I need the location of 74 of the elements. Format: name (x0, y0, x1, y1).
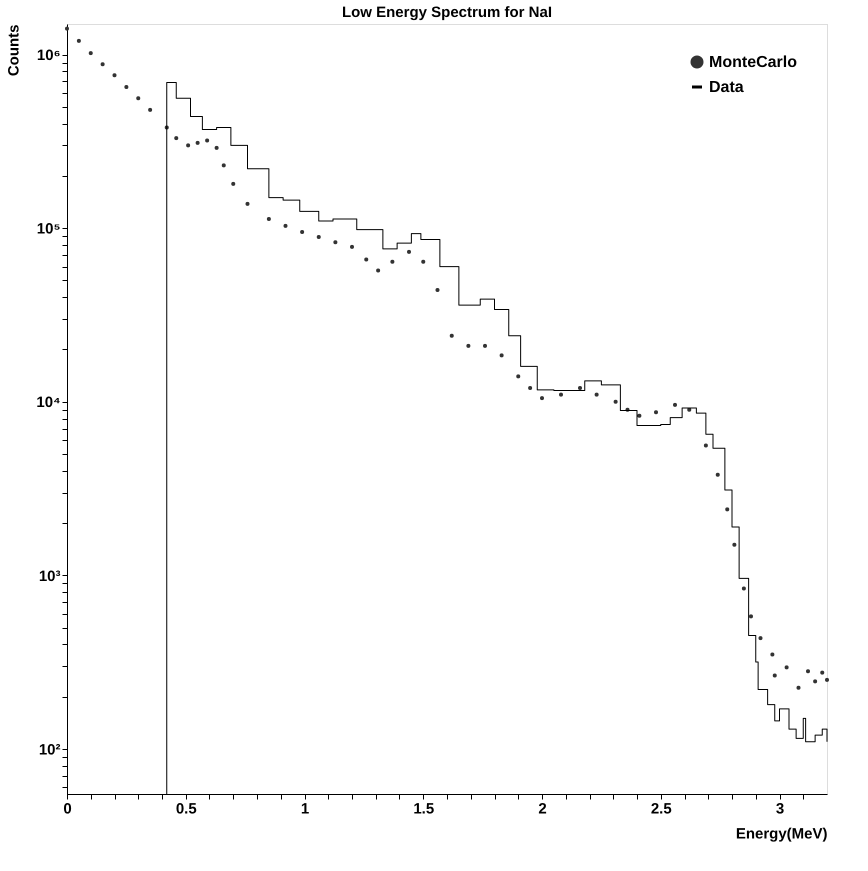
point (516, 374, 520, 378)
x-tick-label: 2.5 (650, 800, 672, 818)
point (214, 146, 219, 150)
point (148, 108, 152, 112)
point (246, 202, 250, 206)
point (758, 636, 762, 640)
point (466, 344, 470, 348)
point (76, 38, 81, 43)
point (784, 665, 789, 670)
x-tick-label: 1.5 (413, 800, 434, 818)
point (284, 224, 288, 228)
point (390, 260, 394, 264)
point (124, 85, 128, 90)
point (376, 268, 380, 273)
point (806, 669, 810, 674)
point (825, 678, 829, 682)
x-tick-label: 3 (776, 800, 784, 818)
point (136, 96, 140, 100)
y-tick-label: 10⁴ (36, 394, 60, 412)
point (112, 73, 116, 78)
point (820, 670, 824, 675)
y-axis-title: Counts (5, 24, 22, 76)
point (65, 26, 69, 31)
point (559, 392, 563, 397)
point (770, 652, 774, 656)
point (300, 230, 304, 234)
legend-label: MonteCarlo (709, 54, 798, 71)
point (725, 507, 730, 512)
point (316, 234, 321, 239)
x-tick-label: 0 (63, 800, 72, 818)
point (483, 344, 487, 348)
point (796, 686, 800, 690)
x-tick-label: 0.5 (176, 800, 197, 818)
y-tick-label: 10⁵ (36, 220, 60, 238)
point (578, 386, 582, 390)
point (407, 250, 411, 254)
x-tick-label: 1 (300, 800, 310, 818)
legend-label: Data (709, 79, 744, 96)
point (421, 260, 426, 264)
point (350, 244, 354, 249)
point (196, 140, 200, 145)
point (364, 257, 368, 262)
point (732, 542, 736, 547)
y-tick-label: 10³ (38, 568, 60, 585)
point (749, 614, 753, 618)
point (205, 138, 210, 142)
point (654, 410, 658, 414)
point (742, 586, 746, 590)
y-tick-label: 10⁶ (36, 47, 60, 64)
point (436, 288, 440, 292)
y-tick-label: 10² (38, 741, 60, 758)
point (673, 402, 677, 407)
point (186, 143, 190, 148)
point (266, 216, 271, 221)
point (594, 392, 599, 397)
point (716, 472, 720, 477)
chart-title: Low Energy Spectrum for NaI (342, 4, 552, 21)
point (450, 334, 454, 338)
point (704, 443, 708, 448)
point (813, 679, 818, 684)
point (231, 182, 236, 186)
point (637, 414, 642, 418)
point (540, 396, 544, 400)
point (614, 400, 618, 404)
point (772, 673, 777, 678)
x-tick-label: 2 (538, 800, 547, 818)
point (174, 136, 178, 140)
point (333, 240, 338, 244)
point (528, 386, 532, 390)
point (100, 62, 105, 66)
point (88, 51, 93, 56)
point (222, 163, 226, 168)
point (500, 353, 504, 358)
x-axis-title: Energy(MeV) (736, 826, 828, 842)
